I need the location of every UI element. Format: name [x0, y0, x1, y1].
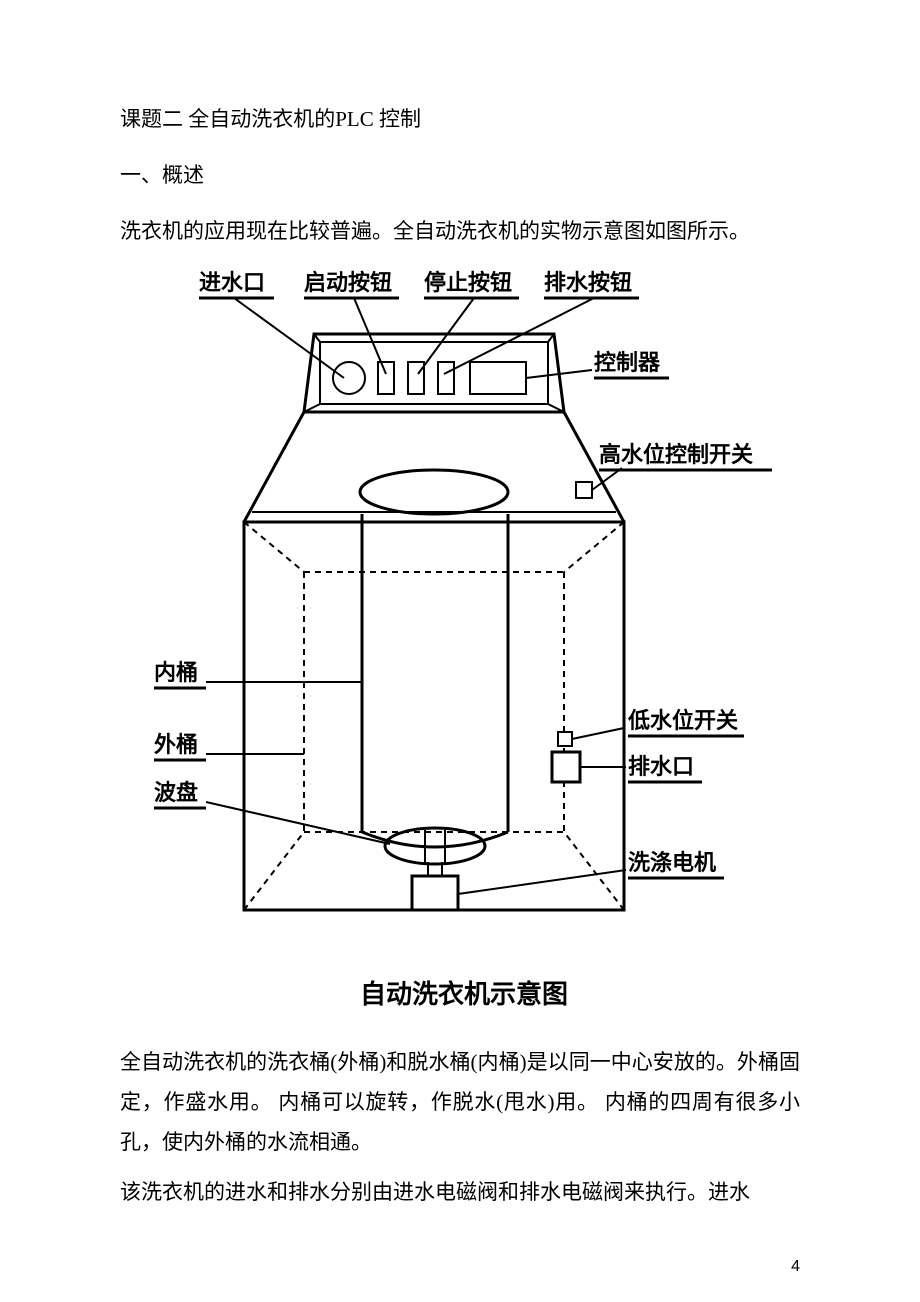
label-high-level-switch: 高水位控制开关	[599, 442, 753, 467]
label-outer-drum: 外桶	[154, 732, 198, 757]
start-btn-shape	[378, 362, 394, 394]
label-inner-drum: 内桶	[154, 660, 198, 685]
drain-btn-shape	[438, 362, 454, 394]
high-level-switch-shape	[576, 482, 592, 498]
diagram-caption: 自动洗衣机示意图	[144, 970, 784, 1019]
body-paragraph-1: 全自动洗衣机的洗衣桶(外桶)和脱水桶(内桶)是以同一中心安放的。外桶固定，作盛水…	[120, 1043, 800, 1163]
label-start-button: 启动按钮	[304, 270, 392, 295]
label-drain-button: 排水按钮	[544, 270, 632, 295]
section-header: 一、概述	[120, 156, 800, 196]
stop-btn-shape	[408, 362, 424, 394]
label-low-level-switch: 低水位开关	[627, 708, 738, 733]
topic-title: 课题二 全自动洗衣机的PLC 控制	[120, 100, 800, 140]
low-level-switch-shape	[558, 732, 572, 746]
water-inlet-knob	[333, 362, 365, 394]
label-drain-outlet: 排水口	[628, 754, 694, 779]
label-stop-button: 停止按钮	[424, 270, 512, 295]
wash-motor-shape	[412, 876, 458, 910]
controller-shape	[470, 362, 526, 394]
body-paragraph-2: 该洗衣机的进水和排水分别由进水电磁阀和排水电磁阀来执行。进水	[120, 1173, 800, 1213]
label-wash-motor: 洗涤电机	[628, 850, 716, 875]
label-pulsator: 波盘	[154, 780, 198, 805]
label-controller: 控制器	[594, 350, 661, 375]
intro-paragraph: 洗衣机的应用现在比较普遍。全自动洗衣机的实物示意图如图所示。	[120, 212, 800, 252]
washing-machine-diagram: 进水口 启动按钮 停止按钮 排水按钮 控制器	[144, 262, 784, 1019]
diagram-svg: 进水口 启动按钮 停止按钮 排水按钮 控制器	[144, 262, 784, 962]
label-water-inlet: 进水口	[199, 270, 265, 295]
drain-outlet-shape	[552, 752, 580, 782]
page-number: 4	[791, 1252, 800, 1282]
lid-opening	[360, 470, 508, 514]
